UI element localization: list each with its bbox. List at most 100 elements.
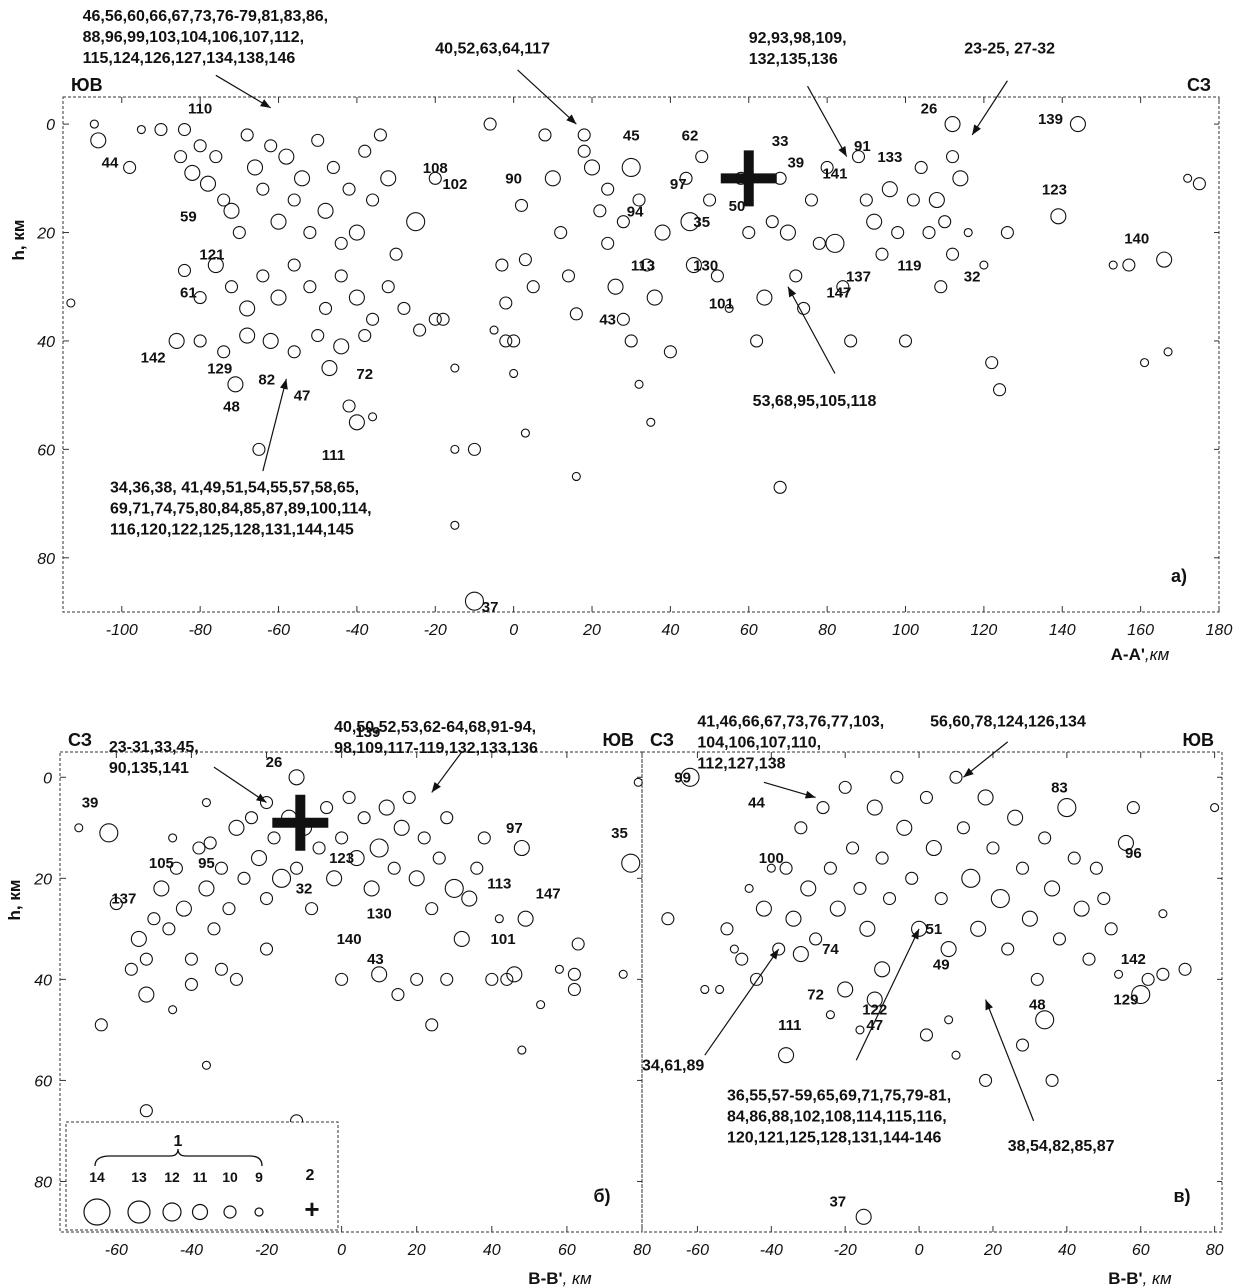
- earthquake-point: [809, 932, 823, 946]
- event-number-label: 140: [1124, 230, 1149, 247]
- y-tick-label: 20: [33, 871, 52, 888]
- earthquake-point: [207, 922, 221, 936]
- earthquake-point: [391, 987, 405, 1002]
- earthquake-point: [695, 150, 709, 164]
- earthquake-point: [866, 991, 883, 1008]
- earthquake-point: [259, 942, 274, 956]
- earthquake-point: [779, 861, 793, 875]
- earthquake-point: [1067, 851, 1081, 865]
- earthquake-point: [453, 930, 470, 947]
- x-tick-label: -60: [686, 1242, 709, 1259]
- earthquake-point: [326, 870, 343, 887]
- earthquake-point: [224, 280, 239, 294]
- x-tick-label: 60: [740, 622, 758, 639]
- event-number-label: 111: [322, 447, 345, 464]
- earthquake-point: [979, 1073, 993, 1087]
- annotation-text: 23-31,33,45,: [109, 739, 199, 756]
- panel-label: а): [1171, 566, 1187, 586]
- earthquake-point: [779, 224, 796, 241]
- plot-frame: [62, 96, 1220, 613]
- earthquake-point: [1015, 861, 1030, 875]
- earthquake-point: [825, 233, 845, 253]
- event-number-label: 113: [631, 257, 655, 274]
- annotation-arrow-line: [215, 74, 271, 109]
- earthquake-point: [193, 334, 207, 348]
- earthquake-point: [358, 328, 372, 343]
- earthquake-point: [567, 967, 581, 981]
- earthquake-point: [66, 298, 76, 308]
- earthquake-point: [477, 831, 491, 845]
- event-number-label: 142: [141, 350, 166, 367]
- earthquake-point: [554, 964, 564, 974]
- earthquake-point: [184, 977, 198, 991]
- earthquake-point: [408, 870, 425, 887]
- earthquake-point: [952, 170, 969, 187]
- earthquake-point: [287, 258, 301, 272]
- x-tick-label: -40: [760, 1242, 783, 1259]
- earthquake-point: [357, 811, 371, 825]
- earthquake-point: [342, 790, 356, 805]
- earthquake-point: [193, 291, 207, 305]
- x-tick-label: 120: [971, 622, 998, 639]
- earthquake-point: [735, 952, 749, 966]
- earthquake-point: [342, 399, 356, 413]
- earthquake-point: [483, 117, 497, 131]
- earthquake-point: [199, 175, 217, 192]
- earthquake-point: [961, 868, 981, 888]
- event-number-label: 43: [367, 951, 384, 968]
- event-number-label: 72: [807, 987, 824, 1004]
- event-number-label: 32: [964, 268, 981, 285]
- earthquake-point: [198, 880, 215, 897]
- earthquake-point: [168, 1005, 178, 1015]
- earthquake-point: [778, 1047, 795, 1064]
- earthquake-point: [1073, 900, 1090, 917]
- earthquake-point: [544, 170, 561, 187]
- earthquake-point: [853, 881, 867, 895]
- event-number-label: 100: [759, 850, 784, 867]
- earthquake-point: [334, 236, 348, 250]
- x-axis-label: A-A',км: [1111, 645, 1170, 664]
- earthquake-point: [389, 247, 403, 261]
- earthquake-point: [616, 312, 630, 326]
- earthquake-point: [1050, 208, 1067, 225]
- earthquake-point: [1210, 803, 1220, 813]
- earthquake-point: [358, 144, 372, 158]
- event-number-label: 35: [611, 825, 628, 842]
- earthquake-point: [1030, 972, 1044, 986]
- annotation-arrow-head: [255, 793, 267, 803]
- annotation-arrow-head: [963, 767, 974, 778]
- event-number-label: 111: [778, 1017, 801, 1034]
- legend-group-1-label: 1: [174, 1133, 183, 1150]
- earthquake-point: [685, 257, 702, 274]
- earthquake-point: [794, 821, 808, 835]
- earthquake-point: [293, 170, 311, 187]
- earthquake-point: [896, 819, 913, 836]
- earthquake-point: [139, 952, 153, 966]
- earthquake-point: [1104, 922, 1118, 936]
- annotation-text: 115,124,126,127,134,138,146: [83, 50, 296, 67]
- earthquake-point: [485, 972, 499, 986]
- earthquake-point: [461, 890, 478, 907]
- legend-magnitude-label: 9: [255, 1169, 263, 1185]
- event-number-label: 32: [296, 880, 313, 897]
- event-number-label: 35: [693, 214, 710, 231]
- earthquake-point: [1139, 358, 1150, 368]
- earthquake-point: [934, 891, 948, 906]
- earthquake-point: [177, 263, 192, 278]
- earthquake-point: [906, 193, 920, 207]
- event-number-label: 47: [866, 1017, 883, 1034]
- event-number-label: 62: [682, 127, 699, 144]
- event-number-label: 97: [670, 176, 687, 193]
- earthquake-point: [207, 257, 224, 274]
- y-tick-label: 60: [34, 1073, 52, 1090]
- earthquake-point: [621, 853, 641, 873]
- earthquake-point: [237, 871, 251, 885]
- earthquake-point: [333, 338, 350, 355]
- event-number-label: 97: [506, 820, 523, 837]
- event-number-label: 44: [748, 795, 765, 812]
- legend-magnitude-label: 12: [164, 1169, 180, 1185]
- earthquake-point: [342, 182, 356, 196]
- annotation-arrow-head: [280, 378, 288, 390]
- earthquake-point: [513, 839, 530, 857]
